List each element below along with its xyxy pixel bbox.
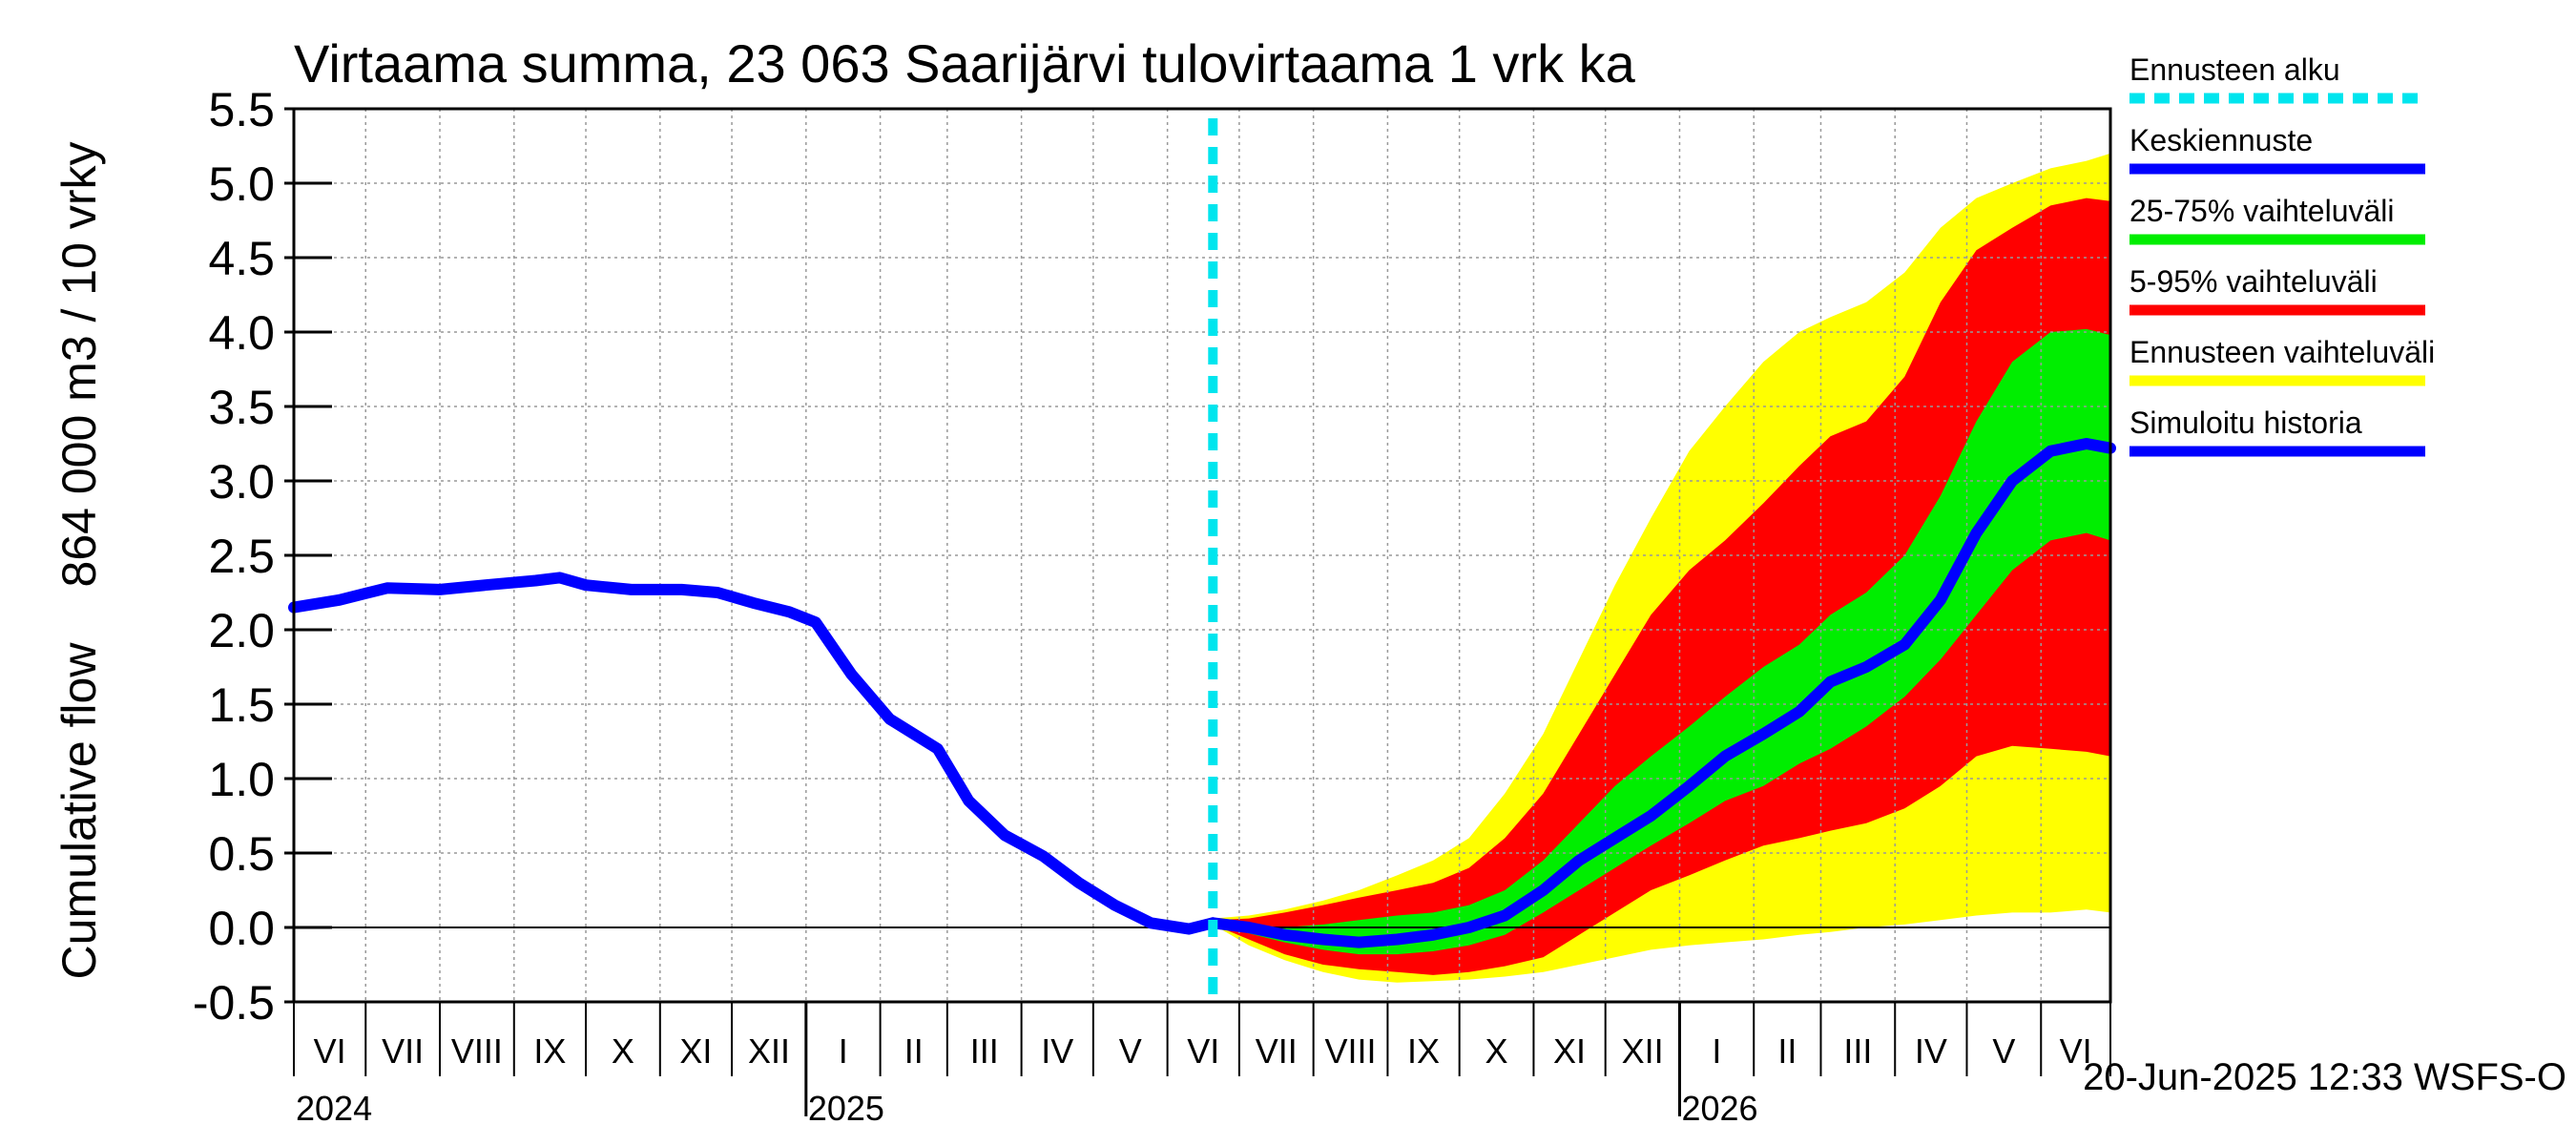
y-axis-label-title: Cumulative flow	[52, 642, 106, 980]
forecast-bands	[1213, 153, 2110, 983]
legend-label: Ennusteen vaihteluväli	[2129, 335, 2435, 369]
y-tick-label: 1.5	[208, 678, 275, 732]
line-simulated-history	[288, 572, 1219, 935]
year-label: 2026	[1681, 1089, 1757, 1128]
x-tick-label: I	[1712, 1031, 1721, 1071]
x-tick-label: X	[1485, 1031, 1508, 1071]
y-tick-label: 2.0	[208, 604, 275, 657]
y-tick-label: 1.0	[208, 753, 275, 806]
y-tick-label: 5.5	[208, 83, 275, 136]
y-tick-label: 4.5	[208, 232, 275, 285]
x-tick-label: X	[612, 1031, 634, 1071]
x-tick-label: II	[904, 1031, 924, 1071]
series	[288, 118, 2116, 1002]
band-25-75	[1213, 328, 2110, 955]
x-tick-label: VI	[2060, 1031, 2092, 1071]
x-tick-label: XII	[1622, 1031, 1664, 1071]
band-5-95	[1213, 198, 2110, 975]
footer-timestamp: 20-Jun-2025 12:33 WSFS-O	[2083, 1056, 2566, 1098]
legend: Ennusteen alku Keskiennuste 25-75% vaihtel…	[2129, 52, 2435, 457]
y-tick-label: 2.5	[208, 530, 275, 583]
y-tick-label: 4.0	[208, 306, 275, 360]
x-tick-label: III	[1843, 1031, 1872, 1071]
x-tick-label: V	[1119, 1031, 1142, 1071]
x-tick-label: VII	[382, 1031, 424, 1071]
y-tick-label: 0.5	[208, 827, 275, 881]
chart-title: Virtaama summa, 23 063 Saarijärvi tulovi…	[294, 33, 1636, 94]
y-tick-label: 3.0	[208, 455, 275, 509]
y-tick-label: 0.0	[208, 902, 275, 955]
legend-label: 5-95% vaihteluväli	[2129, 264, 2378, 299]
plot-frame	[292, 107, 2112, 1004]
x-tick-label: VI	[314, 1031, 346, 1071]
legend-label: 25-75% vaihteluväli	[2129, 194, 2395, 228]
x-tick-label: VI	[1187, 1031, 1219, 1071]
y-tick-label: 3.5	[208, 381, 275, 434]
x-tick-label: XI	[1553, 1031, 1586, 1071]
axes: 5.5 5.0 4.5 4.0 3.5 3.0 2.5 2.0 1.5 1.0 0.5 0.0 -0.5…	[193, 83, 2112, 1128]
x-tick-label: IV	[1915, 1031, 1947, 1071]
y-axis-label-unit: 864 000 m3 / 10 vrky	[52, 142, 106, 588]
x-tick-label: VIII	[1325, 1031, 1377, 1071]
line-mean-forecast	[1207, 438, 2116, 948]
y-tick-label: 5.0	[208, 157, 275, 211]
x-tick-label: VII	[1256, 1031, 1298, 1071]
x-tick-label: VIII	[451, 1031, 503, 1071]
y-tick-label: -0.5	[193, 976, 275, 1030]
year-label: 2025	[808, 1089, 884, 1128]
grid	[294, 109, 2110, 1002]
legend-label: Simuloitu historia	[2129, 406, 2362, 440]
x-tick-label: IX	[1407, 1031, 1440, 1071]
x-tick-label: III	[970, 1031, 999, 1071]
year-label: 2024	[296, 1089, 372, 1128]
x-tick-label: IX	[533, 1031, 566, 1071]
x-tick-label: V	[1992, 1031, 2015, 1071]
legend-label: Keskiennuste	[2129, 123, 2313, 157]
x-tick-label: XI	[679, 1031, 712, 1071]
legend-label: Ennusteen alku	[2129, 52, 2340, 87]
x-tick-label: XII	[748, 1031, 790, 1071]
x-tick-label: II	[1777, 1031, 1797, 1071]
x-tick-label: IV	[1041, 1031, 1073, 1071]
x-tick-label: I	[839, 1031, 848, 1071]
